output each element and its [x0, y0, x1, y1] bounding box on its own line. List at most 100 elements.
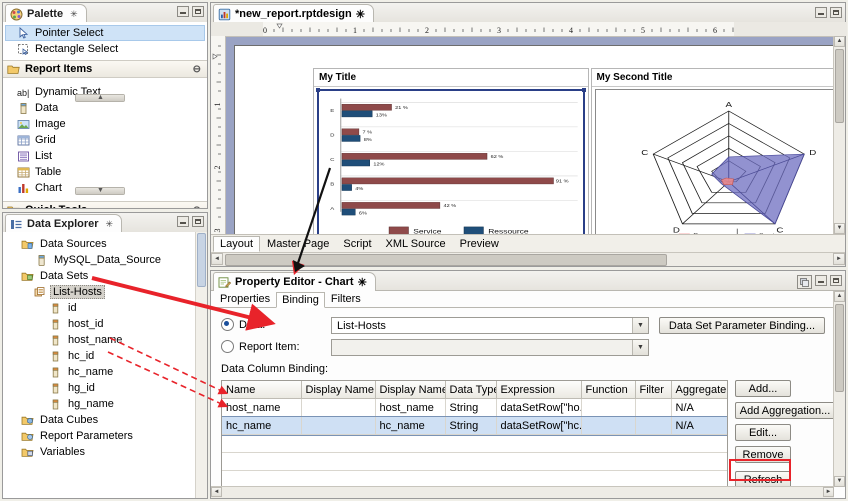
- data-radio[interactable]: [221, 318, 234, 331]
- col-display-name[interactable]: Display Name: [375, 381, 446, 399]
- tree-item-mysql-data-source[interactable]: MySQL_Data_Source: [3, 252, 207, 268]
- tree-item-variables[interactable]: Variables: [3, 444, 207, 460]
- design-canvas[interactable]: My Title: [226, 37, 835, 234]
- chevron-down-icon[interactable]: ▼: [632, 340, 648, 355]
- col-filter[interactable]: Filter: [635, 381, 672, 399]
- grid-cell-bar-chart[interactable]: My Title: [313, 68, 589, 234]
- palette-tab[interactable]: Palette ✳: [5, 4, 87, 23]
- editor-horizontal-scrollbar[interactable]: ◄ ►: [211, 252, 845, 266]
- palette-scroll-up[interactable]: ▲: [75, 94, 125, 102]
- palette-tool-rectangle-select[interactable]: Rectangle Select: [3, 41, 207, 57]
- tree-item-host-id[interactable]: host_id: [3, 316, 207, 332]
- col-data-type[interactable]: Data Type: [445, 381, 497, 399]
- col-display-name-id[interactable]: Display Name ID: [301, 381, 376, 399]
- editor-tab-new-report[interactable]: *new_report.rptdesign ✳: [213, 4, 374, 23]
- data-explorer-view: Data Explorer ✳ Data Sources: [2, 212, 208, 499]
- close-icon[interactable]: ✳: [355, 8, 365, 21]
- collapse-icon[interactable]: ⊖: [193, 205, 201, 209]
- svg-text:1: 1: [353, 26, 357, 35]
- restore-view-icon[interactable]: [797, 275, 812, 289]
- tab-preview[interactable]: Preview: [459, 237, 499, 250]
- subtab-properties[interactable]: Properties: [220, 293, 271, 305]
- palette-item-image[interactable]: Image: [3, 116, 207, 132]
- col-aggregate-on[interactable]: Aggregate On: [671, 381, 727, 399]
- minimize-icon[interactable]: [177, 216, 189, 227]
- minimize-icon[interactable]: [815, 275, 827, 286]
- report-page[interactable]: My Title: [234, 45, 835, 234]
- tab-xml-source[interactable]: XML Source: [385, 237, 446, 250]
- maximize-icon[interactable]: [830, 7, 842, 18]
- tree-item-host-name[interactable]: host_name: [3, 332, 207, 348]
- tree-item-data-sources[interactable]: Data Sources: [3, 236, 207, 252]
- subtab-filters[interactable]: Filters: [330, 293, 361, 305]
- property-editor-tab[interactable]: Property Editor - Chart ✳: [213, 272, 376, 291]
- tree-item-hg-name[interactable]: hg_name: [3, 396, 207, 412]
- report-item-radio[interactable]: [221, 340, 234, 353]
- minimize-icon[interactable]: [815, 7, 827, 18]
- edit-button[interactable]: Edit...: [735, 424, 791, 441]
- report-item-combo[interactable]: ▼: [331, 339, 649, 356]
- close-icon[interactable]: ✳: [357, 276, 367, 289]
- resize-handle[interactable]: [316, 88, 320, 92]
- palette-item-grid[interactable]: Grid: [3, 132, 207, 148]
- data-explorer-scrollbar[interactable]: [195, 232, 207, 498]
- remove-button[interactable]: Remove: [735, 446, 791, 463]
- maximize-icon[interactable]: [830, 275, 842, 286]
- minimize-icon[interactable]: [177, 6, 189, 17]
- close-icon[interactable]: ✳: [70, 8, 78, 19]
- palette-item-list[interactable]: List: [3, 148, 207, 164]
- table-row[interactable]: [222, 434, 727, 453]
- palette-section-quick-tools[interactable]: Quick Tools ⊖: [3, 201, 207, 208]
- cell-filter: [635, 398, 672, 417]
- tree-item-report-parameters[interactable]: Report Parameters: [3, 428, 207, 444]
- close-icon[interactable]: ✳: [105, 218, 114, 229]
- subtab-binding[interactable]: Binding: [276, 292, 325, 308]
- palette-item-chart[interactable]: Chart: [3, 180, 207, 196]
- tree-item-data-cubes[interactable]: Data Cubes: [3, 412, 207, 428]
- palette-tool-pointer-select[interactable]: Pointer Select: [5, 25, 205, 41]
- palette-scroll-down[interactable]: ▼: [75, 187, 125, 195]
- property-editor-vertical-scrollbar[interactable]: ▲ ▼: [833, 291, 845, 487]
- table-row[interactable]: host_name host_name String dataSetRow["h…: [222, 398, 727, 417]
- col-name[interactable]: Name: [222, 381, 302, 399]
- tree-item-data-sets[interactable]: Data Sets: [3, 268, 207, 284]
- grid-cell-radar-chart[interactable]: My Second Title: [590, 68, 835, 234]
- tab-script[interactable]: Script: [343, 237, 372, 250]
- chevron-down-icon[interactable]: ▼: [632, 318, 648, 333]
- tree-item-id[interactable]: id: [3, 300, 207, 316]
- collapse-icon[interactable]: ⊖: [192, 63, 201, 75]
- radar-chart[interactable]: A D C D C: [594, 89, 835, 234]
- vertical-ruler[interactable]: 1 2 3: [211, 36, 226, 236]
- maximize-icon[interactable]: [192, 216, 204, 227]
- editor-vertical-scrollbar[interactable]: ▲ ▼: [833, 36, 845, 234]
- tab-layout[interactable]: Layout: [213, 235, 261, 252]
- svg-text:7 %: 7 %: [363, 130, 373, 135]
- table-row[interactable]: hc_name hc_name String dataSetRow["hc...…: [222, 415, 727, 436]
- report-grid[interactable]: My Title: [313, 68, 835, 234]
- tree-item-hc-name[interactable]: hc_name: [3, 364, 207, 380]
- horizontal-ruler[interactable]: 0 1 2 3 4 5 6 7 8: [211, 22, 847, 37]
- property-editor-horizontal-scrollbar[interactable]: ◄ ►: [211, 486, 834, 498]
- resize-handle[interactable]: [581, 88, 586, 92]
- data-combo[interactable]: List-Hosts ▼: [331, 317, 649, 334]
- data-explorer-tab[interactable]: Data Explorer ✳: [5, 214, 123, 233]
- table-row[interactable]: [222, 452, 727, 471]
- tree-item-hg-id[interactable]: hg_id: [3, 380, 207, 396]
- maximize-icon[interactable]: [192, 6, 204, 17]
- bar-chart[interactable]: E D C B A 21 % 13%: [316, 88, 586, 234]
- data-column-binding-table[interactable]: Name Display Name ID Display Name Data T…: [221, 380, 728, 492]
- palette-item-data[interactable]: Data: [3, 100, 207, 116]
- data-explorer-body: Data Sources MySQL_Data_Source Data Sets: [3, 232, 207, 498]
- col-function[interactable]: Function: [581, 381, 636, 399]
- tree-item-list-hosts[interactable]: List-Hosts: [3, 284, 207, 300]
- palette-item-table[interactable]: Table: [3, 164, 207, 180]
- tree-item-hc-id[interactable]: hc_id: [3, 348, 207, 364]
- dataset-parameter-binding-button[interactable]: Data Set Parameter Binding...: [659, 317, 825, 334]
- palette-item-label: Data: [35, 102, 59, 114]
- add-aggregation-button[interactable]: Add Aggregation...: [735, 402, 835, 419]
- add-button[interactable]: Add...: [735, 380, 791, 397]
- col-expression[interactable]: Expression: [496, 381, 582, 399]
- tab-master-page[interactable]: Master Page: [267, 237, 330, 250]
- report-item-radio-row[interactable]: Report Item:: [221, 340, 300, 353]
- palette-section-report-items[interactable]: Report Items ⊖: [3, 60, 207, 78]
